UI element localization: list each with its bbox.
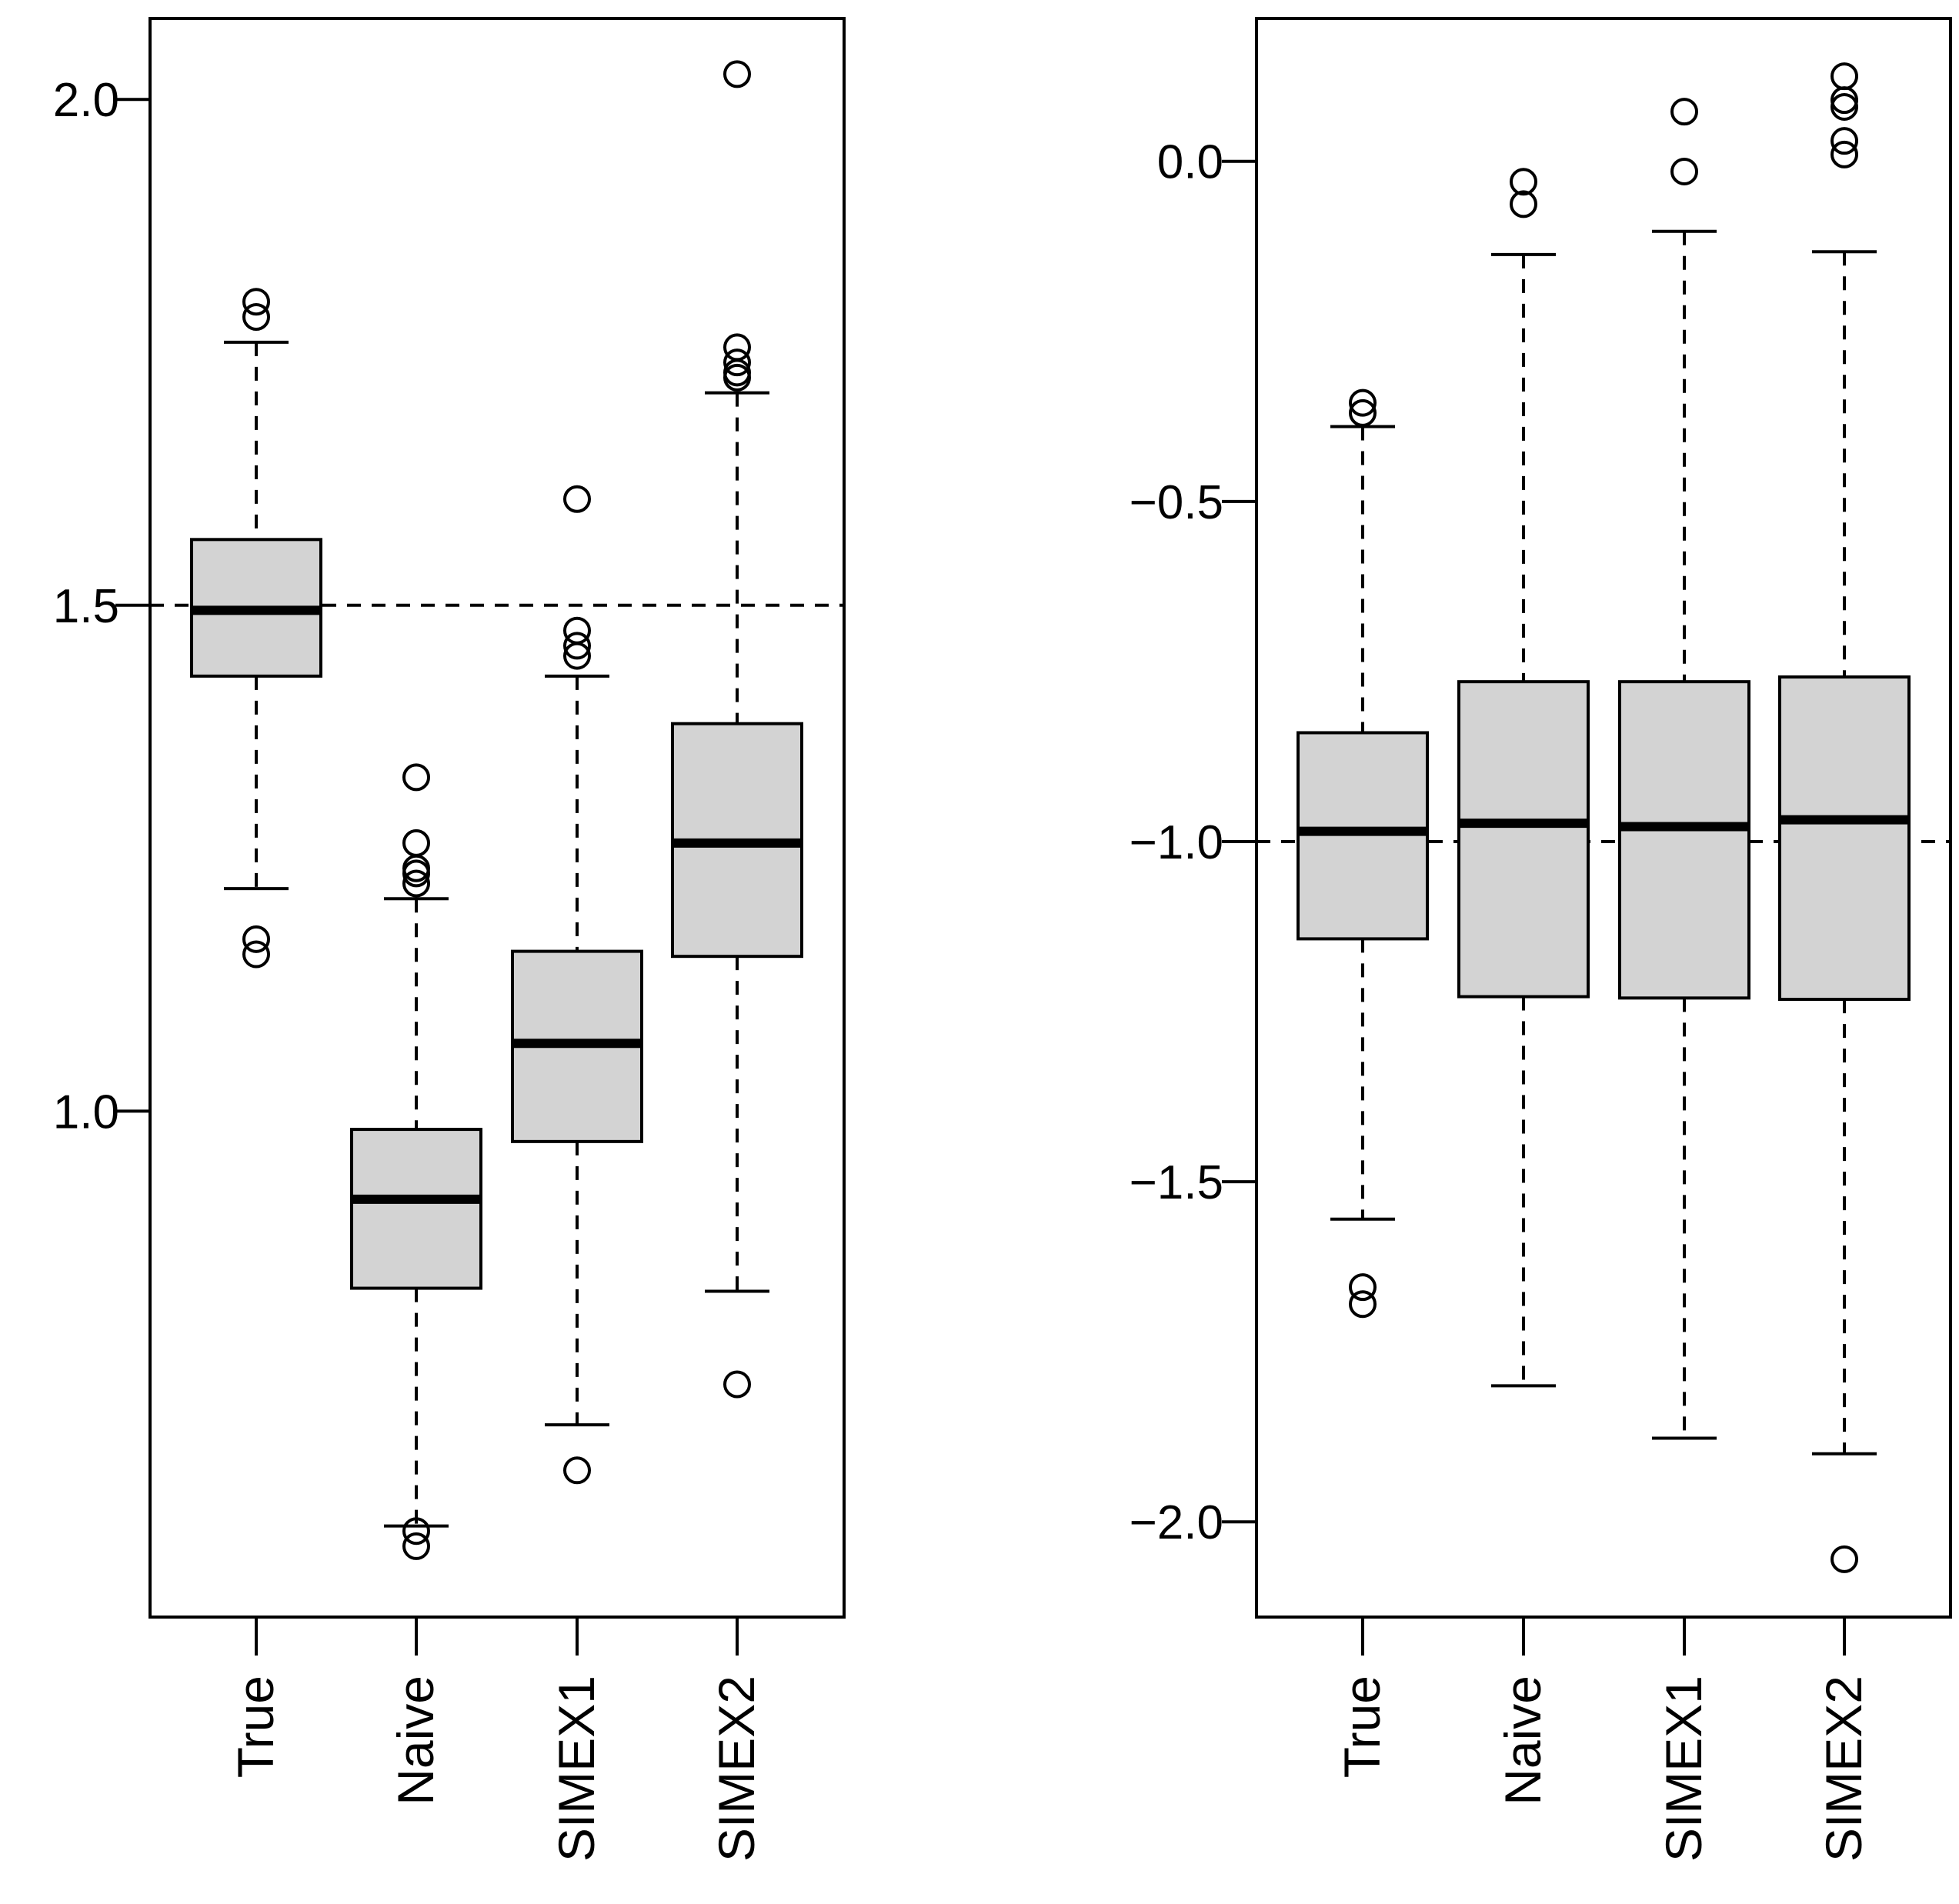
box-simex2: SIMEX2	[1778, 62, 1911, 1862]
outlier-point	[723, 60, 751, 88]
y-tick-label: 1.0	[53, 1085, 119, 1139]
box-simex1: SIMEX1	[1618, 98, 1750, 1862]
plot-frame	[149, 17, 846, 1619]
box-true: True	[190, 288, 322, 1778]
x-tick-label: SIMEX1	[548, 1676, 605, 1862]
outlier-point	[1510, 168, 1537, 196]
box-simex2: SIMEX2	[671, 60, 803, 1862]
x-tick-label: SIMEX2	[1815, 1676, 1872, 1862]
x-tick-label: True	[227, 1676, 284, 1778]
y-tick-label: 2.0	[53, 74, 119, 127]
outlier-point	[1349, 398, 1377, 427]
outlier-point	[1831, 86, 1858, 115]
outlier-point	[402, 1532, 430, 1560]
plot-frame	[1255, 17, 1952, 1619]
y-tick-label: −2.0	[1130, 1496, 1223, 1549]
outlier-point	[563, 485, 591, 513]
outlier-point	[563, 1456, 591, 1485]
outlier-point	[402, 763, 430, 792]
outlier-point	[1349, 388, 1377, 417]
outlier-point	[1349, 1290, 1377, 1319]
outlier-point	[563, 632, 591, 660]
box-iqr	[1778, 675, 1911, 1002]
outlier-point	[1831, 62, 1858, 91]
box-iqr	[1457, 680, 1590, 999]
outlier-point	[723, 363, 751, 392]
box-naive: Naive	[350, 763, 482, 1806]
outlier-point	[402, 829, 430, 857]
outlier-point	[402, 869, 430, 898]
x-tick-label: Naive	[1494, 1676, 1551, 1806]
outlier-point	[723, 348, 751, 377]
y-tick-label: −0.5	[1130, 476, 1223, 529]
outlier-point	[1831, 140, 1858, 168]
outlier-point	[402, 1517, 430, 1546]
outlier-point	[1831, 127, 1858, 155]
box-naive: Naive	[1457, 168, 1590, 1806]
box-iqr	[1618, 680, 1750, 1000]
x-tick-label: SIMEX2	[708, 1676, 765, 1862]
x-tick-label: True	[1333, 1676, 1390, 1778]
outlier-point	[1510, 190, 1537, 218]
outlier-point	[242, 288, 270, 316]
outlier-point	[1670, 157, 1698, 185]
boxplot-panel-1: 1.0 1.5 2.0 True Naive SIMEX1 SIMEX2	[53, 17, 846, 1862]
boxplot-panel-2: −2.0 −1.5 −1.0 −0.5 0.0 True Naive SIMEX1 SIMEX2	[1130, 17, 1952, 1862]
outlier-point	[1831, 92, 1858, 121]
outlier-point	[563, 642, 591, 670]
y-tick-label: 1.5	[53, 580, 119, 633]
outlier-point	[1831, 1545, 1858, 1573]
box-simex1: SIMEX1	[511, 485, 643, 1862]
box-true: True	[1297, 388, 1429, 1778]
y-tick-label: −1.5	[1130, 1156, 1223, 1209]
outlier-point	[242, 940, 270, 969]
outlier-point	[1349, 1273, 1377, 1302]
y-tick-label: −1.0	[1130, 816, 1223, 869]
x-tick-label: Naive	[387, 1676, 444, 1806]
outlier-point	[723, 1370, 751, 1399]
outlier-point	[402, 859, 430, 888]
outlier-point	[1670, 98, 1698, 126]
y-tick-label: 0.0	[1157, 136, 1223, 189]
outlier-point	[242, 302, 270, 331]
box-iqr	[350, 1128, 482, 1290]
outlier-point	[242, 925, 270, 953]
x-tick-label: SIMEX1	[1655, 1676, 1712, 1862]
